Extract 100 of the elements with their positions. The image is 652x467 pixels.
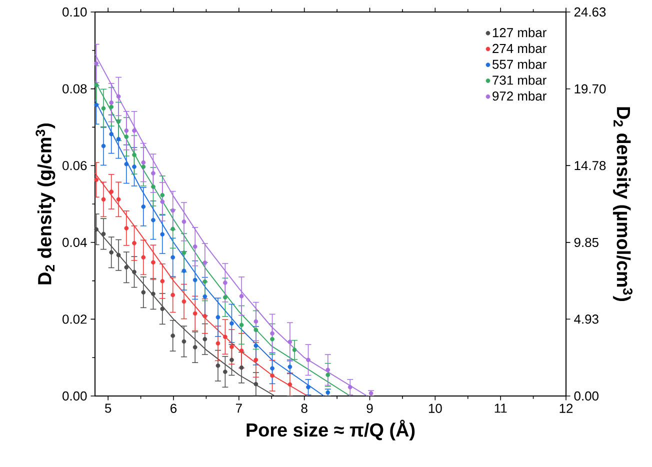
point xyxy=(239,322,244,328)
point xyxy=(230,321,234,326)
point xyxy=(116,119,121,124)
point xyxy=(124,134,129,139)
y2-tick-label: 24.63 xyxy=(574,7,606,17)
x-tick-label: 7 xyxy=(236,404,242,413)
legend-label: 557 mbar xyxy=(492,59,546,69)
point xyxy=(109,132,114,136)
point xyxy=(170,334,176,338)
point xyxy=(288,364,292,370)
point xyxy=(222,295,228,300)
point xyxy=(160,200,165,204)
point xyxy=(288,382,292,387)
point xyxy=(239,294,244,298)
point xyxy=(288,340,292,344)
point xyxy=(124,226,129,230)
point xyxy=(109,104,114,110)
legend-label: 127 mbar xyxy=(492,28,546,38)
point xyxy=(151,184,156,189)
y2-tick-label: 4.93 xyxy=(574,314,598,324)
legend-label: 274 mbar xyxy=(492,44,546,54)
point xyxy=(306,384,310,390)
point xyxy=(182,339,186,344)
point xyxy=(192,278,198,282)
x-tick-label: 8 xyxy=(301,404,308,413)
y-tick-label: 0.10 xyxy=(62,7,87,17)
y2-tick-label: 19.70 xyxy=(574,84,606,94)
point xyxy=(124,265,129,270)
point xyxy=(254,328,258,332)
point xyxy=(254,344,258,348)
x-tick-label: 11 xyxy=(494,404,507,413)
point xyxy=(151,171,156,176)
point xyxy=(222,370,228,374)
point xyxy=(230,344,234,350)
point xyxy=(109,250,114,255)
x-tick-label: 12 xyxy=(560,404,573,413)
point xyxy=(141,255,146,260)
point xyxy=(270,336,274,342)
point xyxy=(216,363,220,368)
legend-label: 972 mbar xyxy=(492,91,546,101)
point xyxy=(202,279,208,284)
point xyxy=(132,240,136,246)
point xyxy=(160,232,165,237)
point xyxy=(94,61,98,66)
point xyxy=(160,192,165,198)
point xyxy=(216,341,220,346)
x-axis-title: Pore size ≈ π/Q (Å) xyxy=(246,420,415,440)
point xyxy=(170,208,176,213)
point xyxy=(348,384,352,390)
point xyxy=(141,204,146,209)
point xyxy=(192,244,198,249)
point xyxy=(94,82,98,88)
y-tick-label: 0.00 xyxy=(62,391,87,401)
point xyxy=(124,162,129,166)
point xyxy=(254,382,258,386)
y2-tick-label: 14.78 xyxy=(574,160,606,170)
point xyxy=(141,160,146,165)
point xyxy=(141,164,146,169)
x-tick-label: 10 xyxy=(428,404,442,413)
point xyxy=(101,232,106,236)
point xyxy=(132,270,136,274)
point xyxy=(141,290,146,295)
point xyxy=(94,178,98,182)
point xyxy=(160,306,165,312)
point xyxy=(94,227,98,232)
point xyxy=(239,348,244,353)
point xyxy=(151,292,156,296)
point xyxy=(230,358,234,362)
point xyxy=(222,280,228,285)
point xyxy=(239,365,244,370)
point xyxy=(182,250,186,255)
point xyxy=(116,197,121,202)
legend-label: 731 mbar xyxy=(492,75,546,85)
x-tick-label: 5 xyxy=(105,404,112,413)
point xyxy=(116,136,121,142)
point xyxy=(326,372,330,378)
x-tick-label: 6 xyxy=(170,404,177,413)
point xyxy=(306,358,310,362)
point xyxy=(94,102,98,108)
x-tick-label: 9 xyxy=(366,404,373,413)
point xyxy=(109,190,114,194)
point xyxy=(132,152,136,158)
y-tick-label: 0.06 xyxy=(62,161,87,170)
point xyxy=(270,331,274,336)
point xyxy=(170,226,176,232)
point xyxy=(222,334,228,340)
point xyxy=(192,345,198,350)
point xyxy=(216,315,220,320)
y-tick-label: 0.08 xyxy=(62,84,87,94)
point xyxy=(270,373,274,378)
point xyxy=(202,336,208,342)
point xyxy=(254,358,258,362)
y2-tick-label: 0.00 xyxy=(574,391,598,401)
point xyxy=(192,311,198,316)
point xyxy=(116,252,121,258)
point xyxy=(182,299,186,304)
point xyxy=(132,164,136,169)
point xyxy=(182,268,186,274)
point xyxy=(116,94,121,99)
point xyxy=(101,106,106,111)
